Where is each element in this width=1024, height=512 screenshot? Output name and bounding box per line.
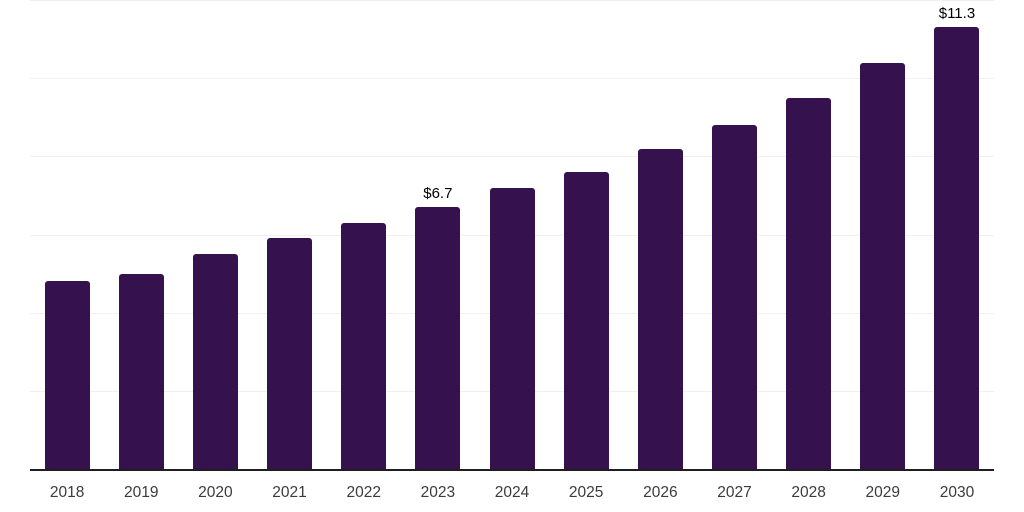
gridline-y8: [30, 156, 994, 158]
bar-2022[interactable]: [341, 222, 387, 469]
bars-container: $6.7 $11.3: [30, 0, 994, 469]
bar-2021[interactable]: [267, 238, 313, 469]
bar-slot-2018: [30, 0, 104, 469]
bar-slot-2025: [549, 0, 623, 469]
bar-slot-2026: [623, 0, 697, 469]
bar-value-label-2023: $6.7: [423, 185, 453, 203]
bar-slot-2030: $11.3: [920, 0, 994, 469]
bar-slot-2028: [772, 0, 846, 469]
bar-slot-2024: [475, 0, 549, 469]
bar-2030[interactable]: [934, 27, 980, 469]
bar-slot-2029: [846, 0, 920, 469]
x-tick-label-2028: 2028: [791, 484, 826, 501]
x-tick-label-2020: 2020: [198, 484, 233, 501]
x-tick-label-2026: 2026: [643, 484, 678, 501]
bar-2025[interactable]: [563, 172, 609, 469]
bar-2027[interactable]: [711, 125, 757, 469]
bar-2018[interactable]: [44, 281, 90, 469]
bar-2019[interactable]: [118, 273, 164, 469]
x-tick-label-2019: 2019: [123, 484, 159, 501]
x-tick-label-2022: 2022: [346, 484, 381, 501]
gridline-y10: [30, 78, 994, 80]
bar-2028[interactable]: [786, 97, 832, 469]
bar-2023[interactable]: [415, 207, 461, 469]
bar-slot-2022: [327, 0, 401, 469]
bar-value-label-2030: $11.3: [938, 5, 976, 23]
bar-2026[interactable]: [637, 148, 683, 469]
x-tick-label-2021: 2021: [272, 484, 307, 501]
x-axis-labels: 2018 2019 2020 2021 2022 2023 2024 2025 2026 2027…: [30, 471, 994, 501]
bar-2024[interactable]: [489, 187, 535, 469]
x-tick-label-2030: 2030: [939, 484, 975, 501]
gridline-y12: [30, 0, 994, 1]
x-tick-label-2018: 2018: [49, 484, 85, 501]
x-tick-label-2023: 2023: [420, 484, 456, 501]
x-tick-label-2025: 2025: [568, 484, 604, 501]
x-tick-label-2024: 2024: [494, 484, 530, 501]
bar-2029[interactable]: [860, 62, 906, 469]
bar-slot-2021: [252, 0, 326, 469]
bar-slot-2023: $6.7: [401, 0, 475, 469]
x-tick-label-2029: 2029: [865, 484, 901, 501]
x-tick-label-2027: 2027: [717, 484, 752, 501]
plot-area: $6.7 $11.3: [30, 0, 994, 471]
bar-slot-2019: [104, 0, 178, 469]
bar-slot-2027: [697, 0, 771, 469]
bar-2020[interactable]: [192, 254, 238, 469]
bar-slot-2020: [178, 0, 252, 469]
